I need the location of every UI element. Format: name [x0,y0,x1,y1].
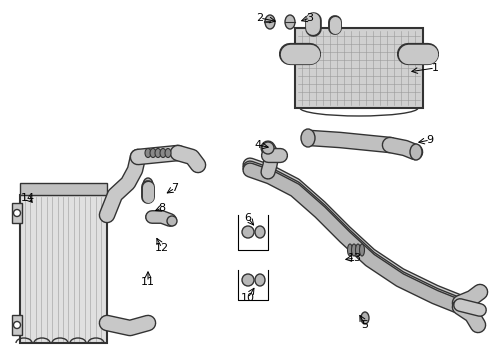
Text: 14: 14 [21,193,35,203]
Ellipse shape [165,148,171,158]
Ellipse shape [242,274,254,286]
Text: 2: 2 [256,13,264,23]
Ellipse shape [285,15,295,29]
Text: 4: 4 [254,140,262,150]
Text: 9: 9 [426,135,434,145]
Ellipse shape [146,212,158,222]
Polygon shape [12,315,22,335]
Ellipse shape [255,274,265,286]
Ellipse shape [14,321,21,328]
Ellipse shape [242,226,254,238]
Ellipse shape [356,244,361,256]
Ellipse shape [361,312,369,324]
Polygon shape [20,183,107,195]
Text: 6: 6 [245,213,251,223]
Ellipse shape [155,148,161,158]
Ellipse shape [14,210,21,216]
Text: 8: 8 [158,203,166,213]
Ellipse shape [150,148,156,158]
Text: 7: 7 [172,183,178,193]
Text: 12: 12 [155,243,169,253]
Polygon shape [12,203,22,223]
Ellipse shape [301,129,315,147]
Text: 10: 10 [241,293,255,303]
Text: 5: 5 [362,320,368,330]
Bar [20,195,107,343]
Text: 13: 13 [348,253,362,263]
Ellipse shape [145,148,151,158]
Ellipse shape [262,142,274,154]
Ellipse shape [410,144,422,160]
Ellipse shape [351,244,357,256]
Ellipse shape [160,148,166,158]
Ellipse shape [143,178,153,192]
Text: 11: 11 [141,277,155,287]
Polygon shape [295,28,423,108]
Ellipse shape [265,15,275,29]
Ellipse shape [255,226,265,238]
Ellipse shape [360,244,365,256]
Text: 3: 3 [307,13,314,23]
Text: 1: 1 [432,63,439,73]
Ellipse shape [347,244,352,256]
Ellipse shape [167,216,177,226]
